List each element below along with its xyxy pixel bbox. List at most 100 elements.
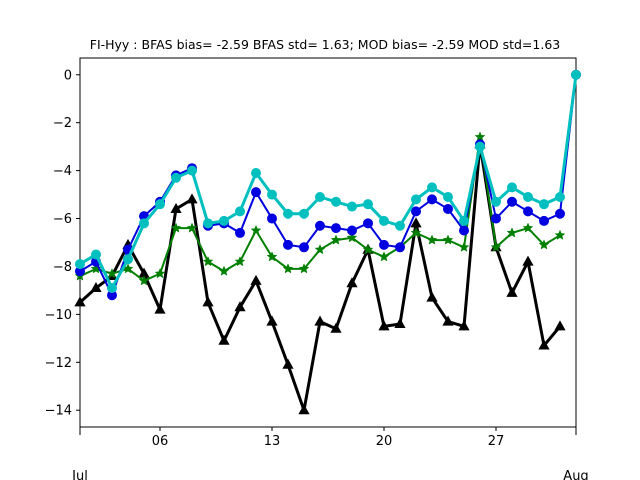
y-tick-label: −10 xyxy=(45,308,72,323)
data-point xyxy=(331,223,341,234)
data-point xyxy=(362,244,374,255)
data-point xyxy=(554,229,566,240)
data-point xyxy=(538,339,550,350)
plot-area-frame xyxy=(79,57,577,428)
data-point xyxy=(138,275,150,286)
data-point xyxy=(250,224,262,236)
data-point xyxy=(251,168,261,179)
data-point xyxy=(458,320,470,331)
data-point xyxy=(475,141,485,152)
series-2 xyxy=(75,69,581,301)
data-point xyxy=(555,208,565,219)
data-point xyxy=(411,206,421,217)
data-point xyxy=(410,217,422,228)
data-point xyxy=(250,274,262,285)
y-tick-label: −12 xyxy=(45,356,72,371)
data-point xyxy=(155,199,165,210)
data-point xyxy=(314,315,326,326)
data-point xyxy=(235,227,245,238)
data-point xyxy=(106,267,118,279)
data-point xyxy=(170,202,182,213)
data-point xyxy=(443,191,453,202)
data-point xyxy=(314,244,326,255)
data-point xyxy=(539,199,549,210)
data-point xyxy=(139,218,149,229)
data-point xyxy=(571,69,581,80)
y-tick-label: −8 xyxy=(53,260,72,275)
data-point xyxy=(170,222,182,233)
data-point xyxy=(346,277,358,288)
data-point xyxy=(235,206,245,217)
data-point xyxy=(299,208,309,219)
series-1 xyxy=(74,131,566,286)
data-point xyxy=(507,196,517,207)
data-point xyxy=(282,358,294,369)
data-point xyxy=(330,234,342,245)
chart-title: FI-Hyy : BFAS bias= -2.59 BFAS std= 1.63… xyxy=(90,37,561,52)
data-point xyxy=(202,256,214,267)
data-point xyxy=(395,220,405,231)
data-point xyxy=(555,191,565,202)
data-point xyxy=(507,182,517,193)
data-point xyxy=(491,196,501,207)
data-point xyxy=(75,259,85,270)
data-point xyxy=(410,227,422,238)
data-point xyxy=(315,220,325,231)
data-point xyxy=(91,249,101,260)
data-point xyxy=(459,225,469,236)
data-point xyxy=(378,320,390,331)
data-point xyxy=(234,301,246,312)
data-point xyxy=(443,203,453,214)
data-point xyxy=(379,239,389,250)
data-point xyxy=(74,296,86,307)
data-point xyxy=(298,404,310,415)
data-point xyxy=(539,215,549,226)
series-layer xyxy=(74,69,581,415)
data-point xyxy=(394,317,406,328)
data-point xyxy=(330,322,342,333)
data-point xyxy=(363,218,373,229)
data-point xyxy=(154,303,166,314)
data-point xyxy=(346,232,358,243)
data-point xyxy=(363,199,373,210)
x-month-label: Jul xyxy=(71,469,88,480)
data-point xyxy=(554,320,566,331)
data-point xyxy=(522,222,534,233)
data-point xyxy=(523,191,533,202)
data-point xyxy=(523,206,533,217)
y-tick-label: 0 xyxy=(64,68,72,83)
data-point xyxy=(266,315,278,326)
data-point xyxy=(218,265,230,276)
data-point xyxy=(506,227,518,238)
data-point xyxy=(379,215,389,226)
x-tick-label: 13 xyxy=(264,434,281,449)
data-point xyxy=(331,196,341,207)
series-line xyxy=(78,73,578,290)
data-point xyxy=(186,193,198,204)
data-point xyxy=(267,213,277,224)
data-point xyxy=(506,286,518,297)
series-3 xyxy=(75,69,581,294)
data-point xyxy=(427,182,437,193)
x-tick-label: 20 xyxy=(376,434,393,449)
data-point xyxy=(378,251,390,262)
data-point xyxy=(426,291,438,302)
data-point xyxy=(267,189,277,200)
y-tick-label: −2 xyxy=(53,116,72,131)
y-tick-label: −4 xyxy=(53,164,72,179)
data-point xyxy=(459,215,469,226)
data-point xyxy=(202,296,214,307)
data-point xyxy=(538,239,550,250)
data-point xyxy=(203,218,213,229)
data-point xyxy=(282,263,294,274)
data-point xyxy=(442,315,454,326)
data-point xyxy=(426,234,438,245)
x-month-label: Aug xyxy=(563,469,588,480)
data-point xyxy=(123,254,133,265)
y-tick-label: −6 xyxy=(53,212,72,227)
data-point xyxy=(171,172,181,183)
data-point xyxy=(458,241,470,252)
data-point xyxy=(442,234,454,245)
x-tick-label: 06 xyxy=(152,434,169,449)
data-point xyxy=(90,282,102,293)
